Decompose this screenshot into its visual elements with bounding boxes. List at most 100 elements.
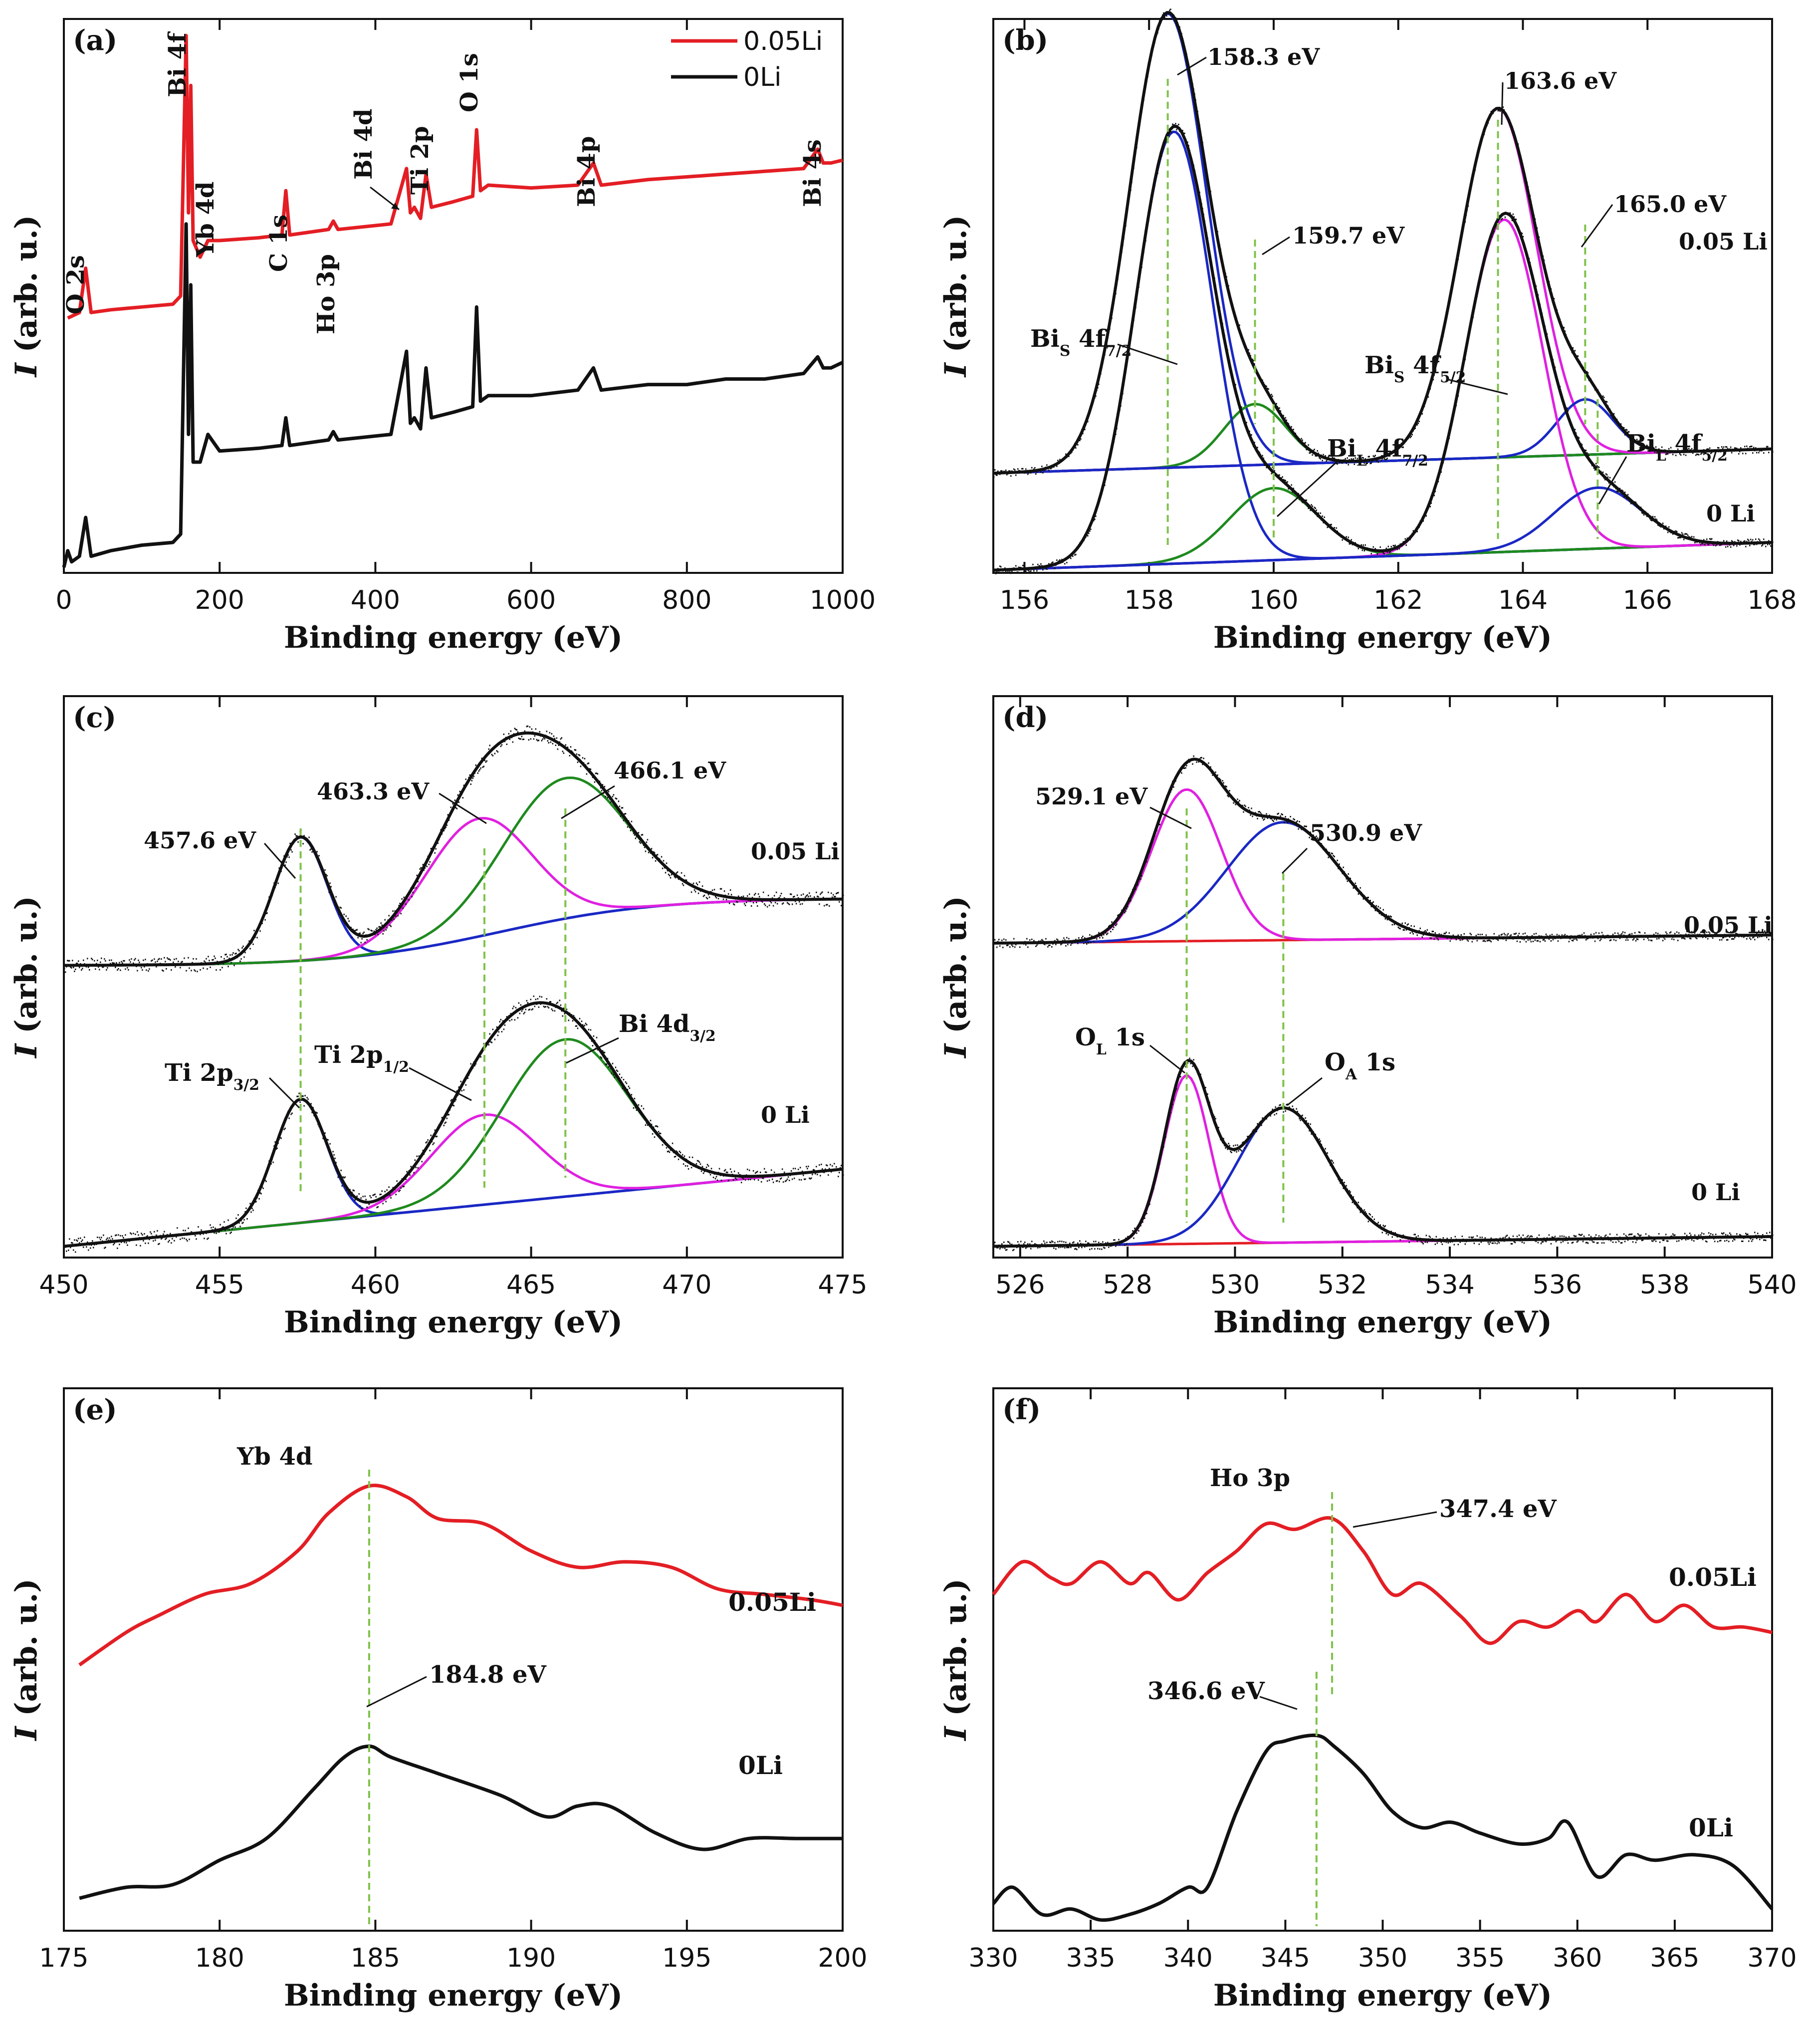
label-rest: 4f bbox=[1367, 435, 1404, 463]
leader-line bbox=[1276, 461, 1338, 517]
label-rest: 4f bbox=[1404, 351, 1441, 379]
x-tick-label: 175 bbox=[39, 1943, 88, 1973]
x-tick-label: 164 bbox=[1498, 585, 1548, 615]
x-tick-label: 190 bbox=[506, 1943, 556, 1973]
peak-annotation: Yb 4d bbox=[236, 1443, 313, 1471]
plot-frame bbox=[63, 1387, 844, 1932]
label-rest: 4f bbox=[1666, 430, 1703, 458]
y-axis-label-italic: I bbox=[9, 1726, 44, 1742]
y-axis-label: I (arb. u.) bbox=[9, 896, 44, 1058]
label-subscript: S bbox=[1394, 369, 1405, 386]
leader-line bbox=[1581, 204, 1613, 248]
ti-2p32-label: Ti 2p3/2 bbox=[165, 1059, 259, 1094]
peak-annotation: Ti 2p bbox=[406, 126, 434, 195]
plot-frame bbox=[992, 18, 1773, 574]
peak-annotation: Yb 4d bbox=[192, 182, 220, 258]
sample-label: 0Li bbox=[738, 1751, 783, 1780]
leader-line bbox=[1353, 1511, 1437, 1528]
panel-label: (f) bbox=[1002, 1393, 1041, 1426]
leader-line bbox=[1177, 56, 1207, 76]
peak-annotation: 347.4 eV bbox=[1439, 1495, 1557, 1523]
x-tick-label: 330 bbox=[968, 1943, 1018, 1973]
sample-label: 0.05 Li bbox=[751, 838, 840, 865]
label-subscript-2: 5/2 bbox=[1702, 447, 1728, 465]
label-main: O bbox=[1325, 1048, 1346, 1076]
plot-frame bbox=[992, 1387, 1773, 1932]
bi-s-4f52-label: BiS 4f5/2 bbox=[1364, 351, 1466, 386]
x-tick-label: 530 bbox=[1210, 1270, 1260, 1300]
leader-line bbox=[1501, 82, 1504, 125]
label-subscript-2: 7/2 bbox=[1402, 452, 1428, 470]
peak-annotation: 529.1 eV bbox=[1035, 783, 1148, 810]
peak-annotation: 165.0 eV bbox=[1614, 191, 1727, 218]
leader-line bbox=[1259, 1696, 1298, 1710]
sample-label: 0.05 Li bbox=[1684, 912, 1773, 939]
label-main: Bi 4d bbox=[619, 1010, 689, 1038]
leader-line bbox=[366, 1676, 427, 1708]
plot-frame bbox=[992, 695, 1773, 1259]
x-axis-label: Binding energy (eV) bbox=[284, 620, 623, 655]
bi-l-4f72-label: BiL 4f7/2 bbox=[1327, 435, 1428, 470]
sample-label: 0 Li bbox=[1691, 1179, 1740, 1206]
fit-envelope-0.05Li bbox=[993, 11, 1773, 475]
x-tick-label: 526 bbox=[995, 1270, 1045, 1300]
x-tick-label: 800 bbox=[662, 585, 711, 615]
leader-line bbox=[561, 785, 615, 819]
label-subscript: 3/2 bbox=[689, 1027, 715, 1045]
y-axis-label-italic: I bbox=[938, 1726, 973, 1742]
x-tick-label: 600 bbox=[506, 585, 556, 615]
leader-line bbox=[409, 1067, 472, 1101]
series-line-0.05Li bbox=[67, 33, 843, 320]
x-tick-label: 168 bbox=[1747, 585, 1797, 615]
x-tick-label: 158 bbox=[1125, 585, 1174, 615]
peak-annotation: O 2s bbox=[62, 255, 90, 314]
x-tick-label: 345 bbox=[1261, 1943, 1310, 1973]
component-peak bbox=[993, 1074, 1773, 1248]
legend: 0.05Li 0Li bbox=[671, 26, 823, 92]
series-line-0Li bbox=[992, 1733, 1774, 1922]
x-axis-label: Binding energy (eV) bbox=[284, 1978, 623, 2013]
label-rest: 1s bbox=[1357, 1048, 1395, 1076]
x-axis-label: Binding energy (eV) bbox=[284, 1305, 623, 1340]
sample-label: 0 Li bbox=[1706, 500, 1755, 527]
y-axis-label: I (arb. u.) bbox=[9, 1578, 44, 1741]
x-tick-label: 455 bbox=[195, 1270, 244, 1300]
panel-label: (a) bbox=[73, 24, 117, 57]
component-peak bbox=[993, 107, 1773, 475]
x-tick-label: 180 bbox=[195, 1943, 244, 1973]
peak-annotation: Ho 3p bbox=[1210, 1464, 1290, 1492]
leader-line bbox=[1149, 806, 1192, 829]
x-tick-label: 370 bbox=[1747, 1943, 1797, 1973]
peak-annotation: Bi 4p bbox=[573, 136, 601, 207]
y-axis-label-italic: I bbox=[9, 362, 44, 378]
component-peak bbox=[993, 788, 1773, 945]
x-axis-label: Binding energy (eV) bbox=[1213, 620, 1552, 655]
y-axis-label-rest: (arb. u.) bbox=[9, 215, 44, 363]
x-tick-label: 532 bbox=[1318, 1270, 1367, 1300]
x-tick-label: 475 bbox=[818, 1270, 867, 1300]
panel-label: (b) bbox=[1002, 24, 1048, 57]
label-subscript: 1/2 bbox=[383, 1058, 409, 1076]
x-tick-label: 460 bbox=[351, 1270, 400, 1300]
x-tick-label: 470 bbox=[662, 1270, 711, 1300]
peak-annotation: Bi 4s bbox=[799, 139, 827, 207]
label-main: Bi bbox=[1327, 435, 1357, 463]
x-tick-label: 200 bbox=[195, 585, 244, 615]
panel-d: 526 528 530 532 534 536 538 540 Binding energy (… bbox=[938, 695, 1797, 1340]
label-subscript: L bbox=[1357, 452, 1367, 470]
x-tick-label: 340 bbox=[1163, 1943, 1213, 1973]
component-peak bbox=[993, 487, 1773, 571]
peak-annotation: 158.3 eV bbox=[1207, 43, 1320, 70]
y-axis-label-rest: (arb. u.) bbox=[9, 1578, 44, 1726]
y-axis-label-rest: (arb. u.) bbox=[9, 896, 44, 1043]
label-main: Ti 2p bbox=[314, 1041, 383, 1069]
sample-label: 0 Li bbox=[761, 1101, 810, 1128]
y-axis-label: I (arb. u.) bbox=[938, 896, 973, 1058]
peak-annotation: Ho 3p bbox=[312, 254, 340, 334]
legend-label: 0.05Li bbox=[743, 26, 823, 56]
label-subscript: L bbox=[1096, 1041, 1107, 1058]
series-line-0Li bbox=[62, 222, 844, 568]
label-rest: 4f bbox=[1070, 325, 1107, 353]
x-tick-label: 160 bbox=[1249, 585, 1298, 615]
